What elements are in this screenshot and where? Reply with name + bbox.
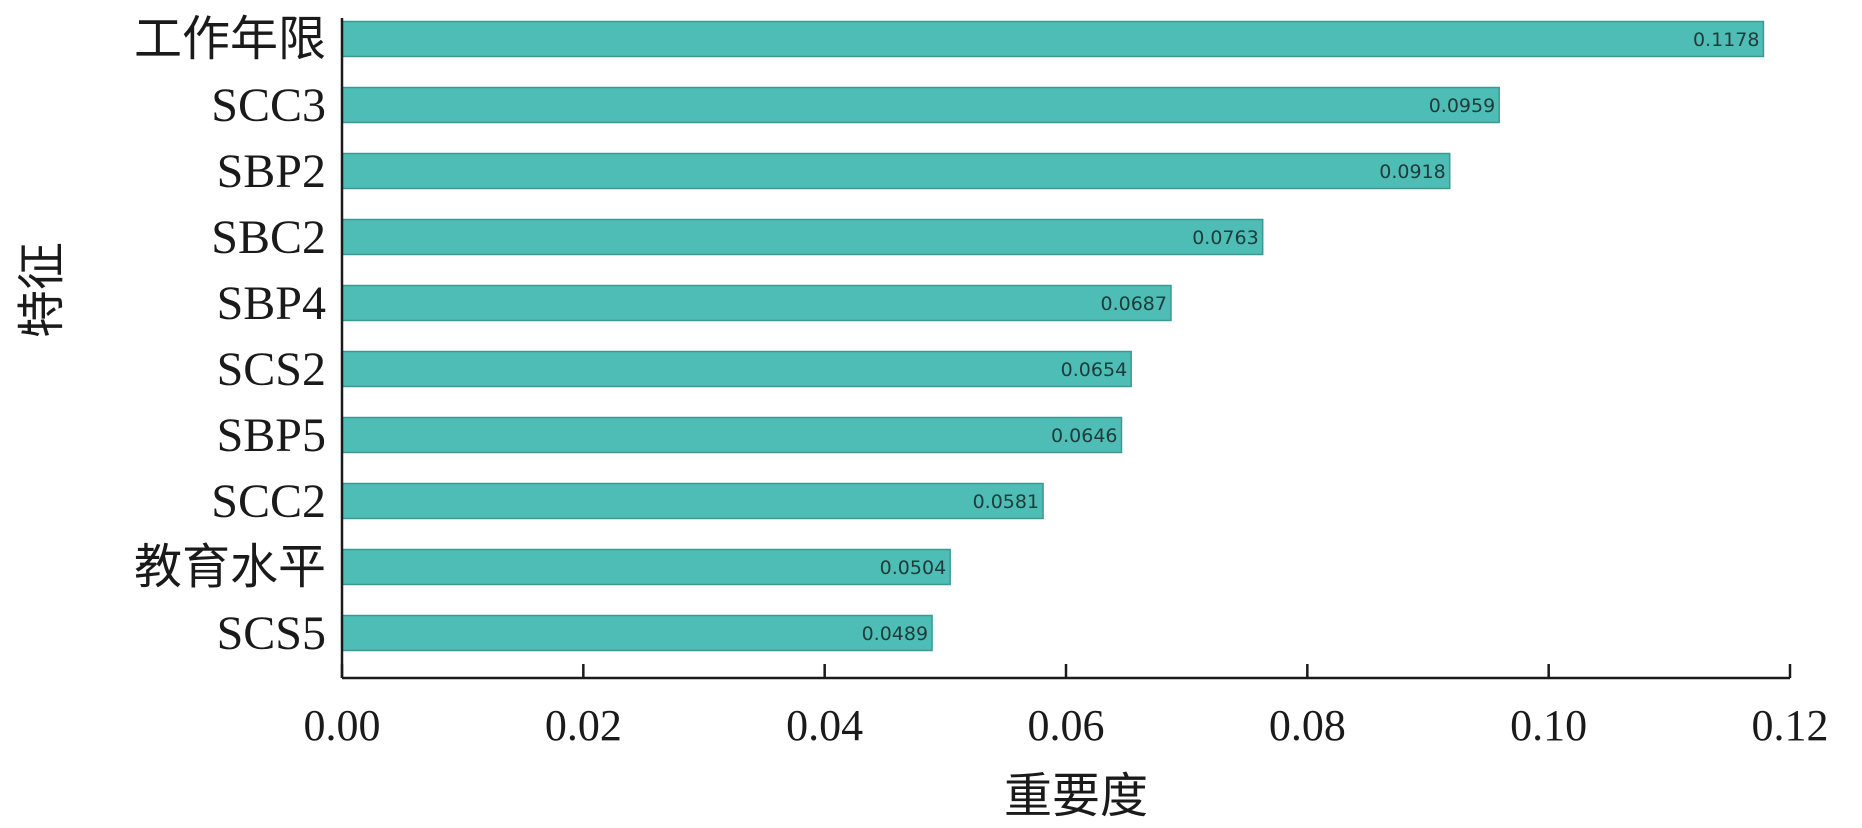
x-tick-label: 0.08 — [1269, 701, 1346, 750]
bar-5 — [341, 284, 1172, 322]
bar-value-label-3: 0.0918 — [1379, 161, 1445, 183]
bar-value-label-5: 0.0687 — [1100, 293, 1166, 315]
bar-value-label-2: 0.0959 — [1429, 95, 1495, 117]
bar-value-label-7: 0.0646 — [1051, 425, 1117, 447]
bar-value-label-4: 0.0763 — [1192, 227, 1258, 249]
bar-value-label-9: 0.0504 — [880, 557, 946, 579]
x-tick-label: 0.02 — [545, 701, 622, 750]
x-tick-label: 0.00 — [304, 701, 381, 750]
category-label-5: SBP4 — [217, 277, 326, 330]
y-axis-title: 特征 — [14, 242, 70, 338]
category-label-3: SBP2 — [217, 145, 326, 198]
category-label-8: SCC2 — [211, 475, 326, 528]
bar-8 — [341, 482, 1044, 520]
bar-1 — [341, 20, 1765, 58]
category-label-4: SBC2 — [211, 211, 326, 264]
category-label-1: 工作年限 — [134, 13, 326, 66]
bar-2 — [341, 86, 1500, 124]
category-label-7: SBP5 — [217, 409, 326, 462]
bar-value-label-6: 0.0654 — [1061, 359, 1127, 381]
category-labels-layer: 工作年限 SCC3 SBP2 SBC2 SBP4 SCS2 SBP5 SCC2 教育水平 SCS5 — [134, 13, 326, 660]
bar-7 — [341, 416, 1123, 454]
category-label-9: 教育水平 — [134, 541, 326, 594]
category-label-2: SCC3 — [211, 79, 326, 132]
bar-3 — [341, 152, 1451, 190]
x-axis-title: 重要度 — [1004, 768, 1148, 824]
category-label-6: SCS2 — [217, 343, 326, 396]
x-tick-label: 0.06 — [1028, 701, 1105, 750]
x-tick-label: 0.04 — [786, 701, 863, 750]
category-label-10: SCS5 — [217, 607, 326, 660]
x-tick-label: 0.10 — [1510, 701, 1587, 750]
x-tick-label: 0.12 — [1752, 701, 1829, 750]
bar-9 — [341, 548, 951, 586]
bar-value-label-8: 0.0581 — [973, 491, 1039, 513]
bar-6 — [341, 350, 1132, 388]
bar-value-label-10: 0.0489 — [862, 623, 928, 645]
bar-10 — [341, 614, 933, 652]
x-axis: 0.00 0.02 0.04 0.06 0.08 0.10 0.12 — [304, 18, 1829, 750]
bars-layer: 0.1178 0.0959 0.0918 0.0763 0.0687 0.0654 0.06… — [341, 20, 1765, 652]
bar-4 — [341, 218, 1264, 256]
bar-value-label-1: 0.1178 — [1693, 29, 1759, 51]
